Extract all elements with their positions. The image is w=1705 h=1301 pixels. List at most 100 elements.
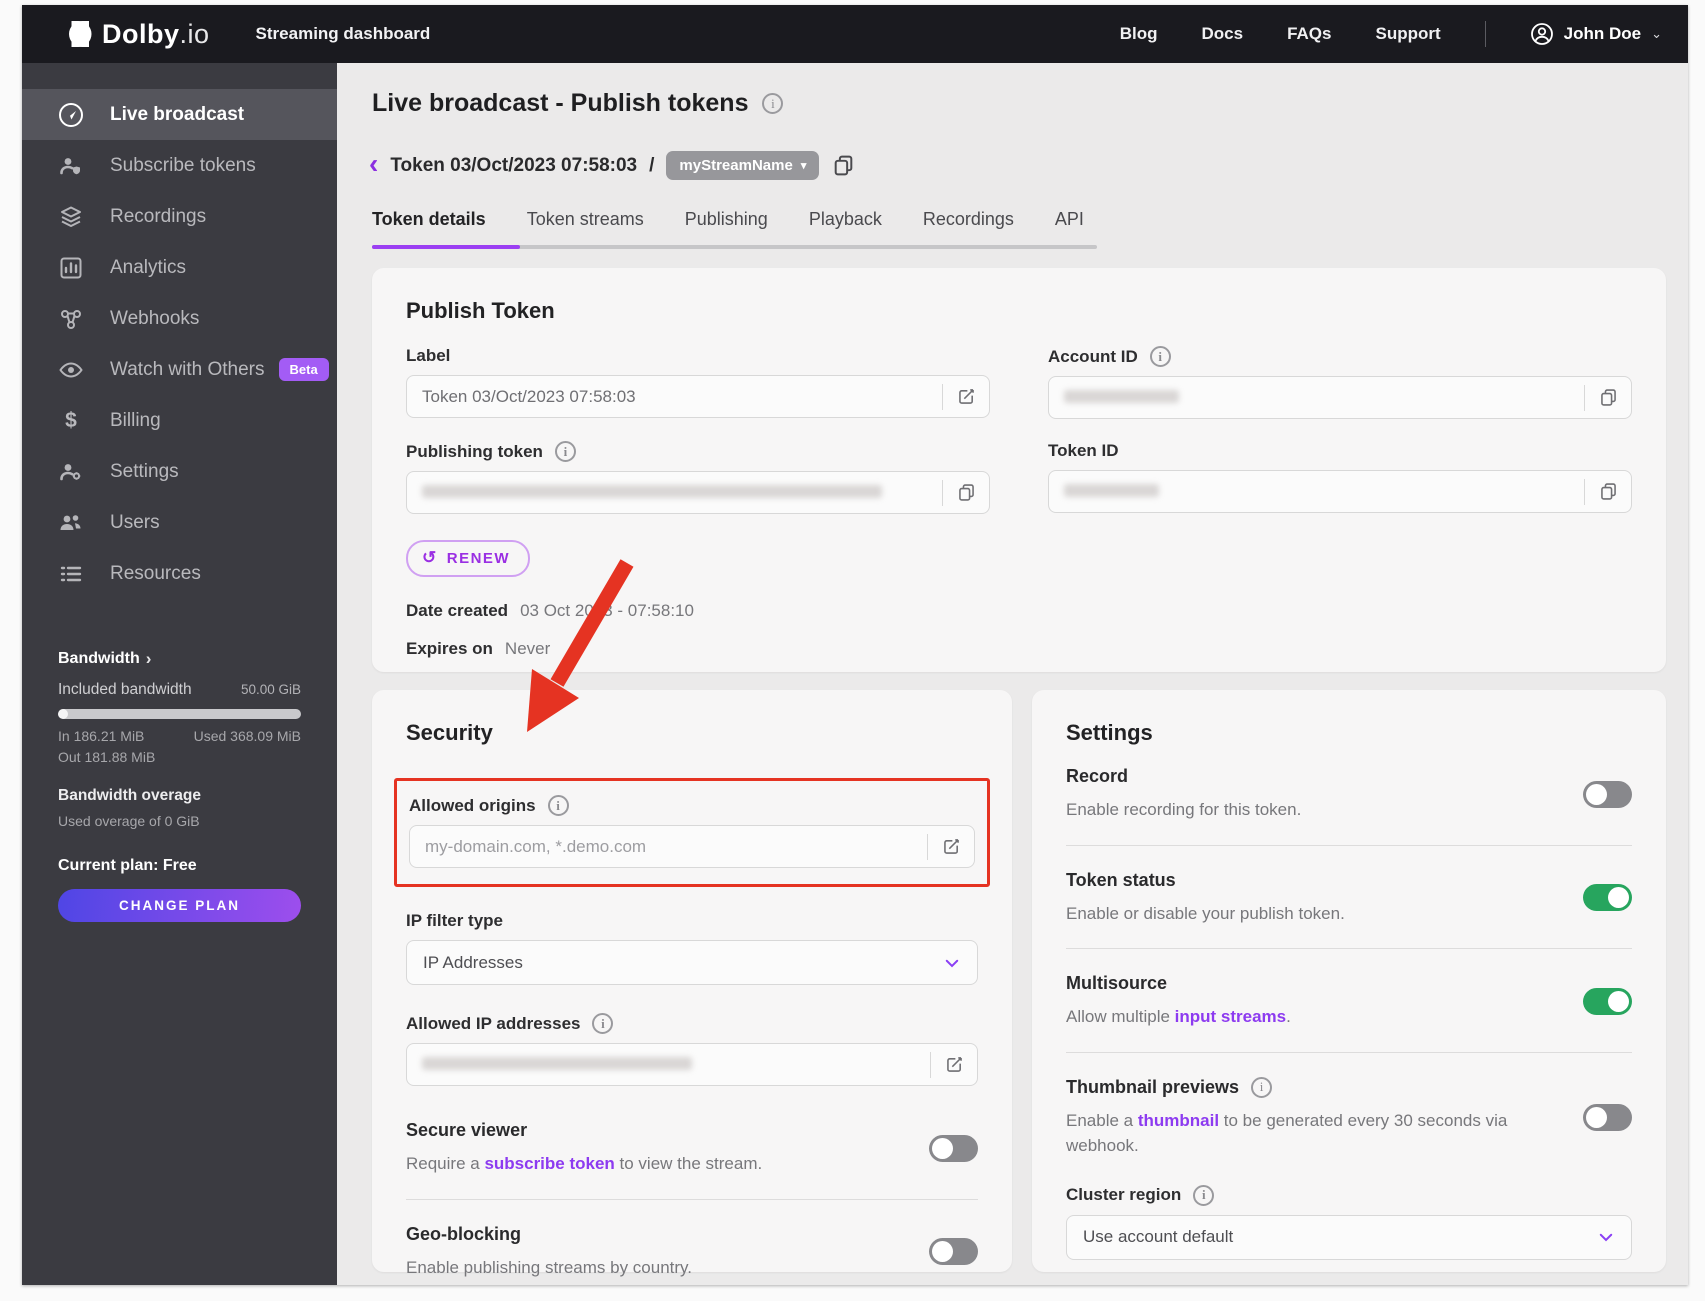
ip-filter-type-value: IP Addresses (423, 952, 523, 972)
sidebar-item-live-broadcast[interactable]: Live broadcast (22, 89, 337, 140)
user-menu[interactable]: John Doe ⌄ (1530, 22, 1662, 46)
chevron-right-icon: › (145, 649, 152, 668)
copy-icon (1600, 483, 1616, 500)
security-heading: Security (406, 720, 493, 745)
thumbnail-previews-desc: Enable a thumbnail to be generated every… (1066, 1110, 1508, 1156)
copy-icon (1600, 389, 1616, 406)
edit-allowed-origins-button[interactable] (928, 836, 974, 857)
tab-playback[interactable]: Playback (808, 209, 882, 229)
token-status-toggle[interactable] (1583, 884, 1632, 912)
copy-publishing-token-button[interactable] (943, 482, 989, 503)
allowed-origins-info-icon[interactable]: i (547, 795, 569, 816)
allowed-ip-info-icon[interactable]: i (592, 1013, 614, 1034)
bandwidth-in-value: In 186.21 MiB (58, 728, 145, 744)
allowed-origins-placeholder[interactable]: my-domain.com, *.demo.com (425, 836, 647, 856)
tab-token-streams[interactable]: Token streams (526, 209, 644, 229)
expires-on-label: Expires on (406, 639, 493, 658)
input-streams-link[interactable]: input streams (1174, 1007, 1287, 1026)
page-title-info-icon[interactable]: i (762, 93, 784, 114)
edit-icon (958, 389, 974, 404)
bandwidth-link[interactable]: Bandwidth › (58, 649, 152, 668)
redacted-account-id (1064, 389, 1179, 403)
bandwidth-used-value: Used 368.09 MiB (193, 728, 301, 744)
sidebar-item-analytics[interactable]: Analytics (22, 242, 337, 293)
brand-name: Dolby.io (102, 18, 210, 49)
multisource-toggle[interactable] (1583, 987, 1632, 1015)
dollar-icon: $ (65, 408, 77, 432)
allowed-origins-field: my-domain.com, *.demo.com (409, 825, 975, 868)
geo-blocking-toggle[interactable] (929, 1238, 978, 1266)
copy-token-id-button[interactable] (1585, 481, 1631, 502)
bandwidth-out-value: Out 181.88 MiB (58, 749, 156, 765)
token-id-label: Token ID (1048, 441, 1119, 460)
label-field: Token 03/Oct/2023 07:58:03 (406, 375, 990, 418)
app-name: Streaming dashboard (255, 24, 431, 43)
record-toggle[interactable] (1583, 780, 1632, 808)
webhooks-icon (58, 306, 84, 332)
account-id-info-icon[interactable]: i (1149, 346, 1171, 367)
dolby-logo[interactable]: Dolby.io (48, 19, 210, 50)
recordings-icon (58, 204, 84, 230)
subscribe-token-link[interactable]: subscribe token (484, 1154, 615, 1173)
change-plan-button[interactable]: CHANGE PLAN (58, 889, 301, 922)
sidebar-item-settings[interactable]: Settings (22, 446, 337, 497)
breadcrumb-separator: / (649, 154, 655, 176)
bandwidth-progress-bar (58, 709, 301, 719)
redacted-token-id (1064, 483, 1159, 497)
nav-link-blog[interactable]: Blog (1119, 24, 1158, 43)
nav-link-support[interactable]: Support (1375, 24, 1441, 43)
back-chevron-icon[interactable]: ‹ (369, 147, 379, 179)
label-field-value[interactable]: Token 03/Oct/2023 07:58:03 (422, 386, 636, 406)
nav-link-docs[interactable]: Docs (1201, 24, 1244, 43)
ip-filter-type-label: IP filter type (406, 911, 503, 930)
copy-account-id-button[interactable] (1585, 387, 1631, 408)
publish-token-card: Publish Token Label Token 03/Oct/2023 07… (372, 268, 1666, 672)
sidebar-item-label: Watch with Others (110, 358, 265, 380)
copy-stream-name-button[interactable] (831, 153, 856, 178)
tab-api[interactable]: API (1054, 209, 1084, 229)
secure-viewer-desc: Require a subscribe token to view the st… (406, 1154, 763, 1173)
sidebar-item-resources[interactable]: Resources (22, 548, 337, 599)
settings-card: Settings Record Enable recording for thi… (1032, 690, 1666, 1272)
bandwidth-panel: Bandwidth › Included bandwidth 50.00 GiB… (58, 649, 301, 922)
tab-recordings[interactable]: Recordings (922, 209, 1014, 229)
renew-icon: ↺ (422, 548, 438, 567)
edit-label-button[interactable] (943, 386, 989, 407)
publishing-token-label: Publishing token (406, 441, 543, 461)
thumbnail-link[interactable]: thumbnail (1137, 1110, 1220, 1130)
edit-allowed-ips-button[interactable] (931, 1054, 977, 1075)
publishing-token-info-icon[interactable]: i (554, 441, 576, 462)
breadcrumb: ‹ Token 03/Oct/2023 07:58:03 / myStreamN… (369, 147, 856, 180)
renew-button[interactable]: ↺ RENEW (406, 540, 531, 577)
tab-publishing[interactable]: Publishing (684, 209, 768, 229)
secure-viewer-toggle[interactable] (929, 1134, 978, 1162)
cluster-region-info-icon[interactable]: i (1193, 1184, 1215, 1206)
sidebar-item-label: Settings (110, 460, 179, 482)
page-title: Live broadcast - Publish tokens (372, 89, 749, 117)
sidebar-item-billing[interactable]: $ Billing (22, 395, 337, 446)
sidebar-item-watch-with-others[interactable]: Watch with Others Beta (22, 344, 337, 395)
date-created-value: 03 Oct 2023 - 07:58:10 (520, 601, 694, 620)
annotation-highlight-box: Allowed origins i my-domain.com, *.demo.… (394, 778, 990, 887)
dashboard-window: Dolby.io Streaming dashboard Blog Docs F… (22, 5, 1688, 1285)
chevron-down-icon: ⌄ (1651, 26, 1662, 41)
sidebar-item-subscribe-tokens[interactable]: Subscribe tokens (22, 140, 337, 191)
thumbnail-previews-info-icon[interactable]: i (1251, 1076, 1273, 1098)
stream-name-dropdown[interactable]: myStreamName ▾ (666, 151, 820, 180)
nav-link-faqs[interactable]: FAQs (1287, 24, 1332, 43)
sidebar-item-recordings[interactable]: Recordings (22, 191, 337, 242)
sidebar-item-label: Live broadcast (110, 103, 245, 125)
sidebar-item-webhooks[interactable]: Webhooks (22, 293, 337, 344)
thumbnail-previews-toggle[interactable] (1583, 1104, 1632, 1131)
allowed-origins-label: Allowed origins (409, 795, 536, 815)
bandwidth-overage-title: Bandwidth overage (58, 787, 201, 804)
sidebar-item-users[interactable]: Users (22, 497, 337, 548)
geo-blocking-desc: Enable publishing streams by country. (406, 1257, 693, 1277)
stream-name-label: myStreamName (679, 157, 793, 174)
cluster-region-select[interactable]: Use account default (1066, 1214, 1632, 1260)
tab-token-details[interactable]: Token details (372, 209, 486, 229)
cluster-region-value: Use account default (1083, 1227, 1234, 1246)
thumbnail-previews-label: Thumbnail previews (1066, 1076, 1240, 1097)
ip-filter-type-select[interactable]: IP Addresses (406, 940, 978, 985)
